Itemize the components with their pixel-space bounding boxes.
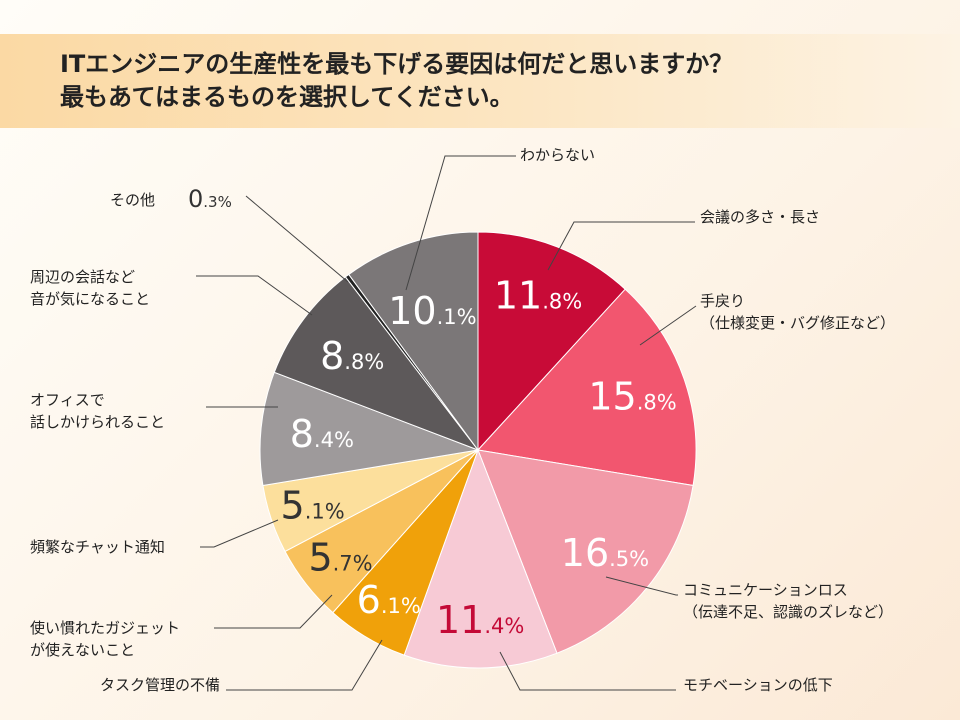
pie-slice: [348, 231, 479, 452]
value-label: 10.1%: [388, 289, 476, 333]
leader-line: [405, 155, 516, 291]
category-label: 会議の多さ・長さ: [700, 208, 820, 226]
leader-line: [605, 576, 678, 596]
pie-slice: [403, 448, 558, 669]
value-label: 11.4%: [436, 598, 524, 642]
category-label: オフィスで話しかけられること: [30, 391, 165, 431]
page-title: ITエンジニアの生産性を最も下げる要因は何だと思いますか？ 最もあてはまるものを…: [60, 48, 733, 114]
leader-line: [214, 594, 333, 629]
category-label: その他: [110, 191, 155, 209]
category-label: 手戻り（仕様変更・バグ修正など）: [700, 292, 895, 332]
title-banner: [0, 34, 960, 128]
category-label: 使い慣れたガジェットが使えないこと: [30, 619, 180, 659]
value-label: 5.1%: [281, 483, 345, 527]
category-label: 周辺の会話など音が気になること: [30, 268, 150, 308]
category-label: タスク管理の不備: [100, 676, 220, 694]
value-label: 6.1%: [357, 578, 421, 622]
leader-line: [226, 639, 383, 691]
pie-slice: [259, 371, 480, 487]
value-label: 8.4%: [290, 412, 354, 456]
pie-slice: [477, 231, 626, 452]
category-label: モチベーションの低下: [683, 676, 833, 694]
leader-line: [245, 195, 349, 283]
title-line-1: ITエンジニアの生産性を最も下げる要因は何だと思いますか？: [60, 50, 734, 78]
category-label: コミュニケーションロス（伝達不足、認識のズレなど）: [683, 581, 893, 621]
value-label: 15.8%: [588, 375, 676, 419]
leader-line: [499, 651, 676, 691]
pie-slice: [477, 288, 697, 487]
value-label: 11.8%: [494, 274, 582, 318]
value-label: 8.8%: [320, 334, 384, 378]
value-label: 16.5%: [561, 531, 649, 575]
leader-line: [200, 519, 279, 548]
leader-line: [639, 305, 697, 346]
leader-line: [547, 221, 695, 271]
pie-slice: [273, 276, 480, 452]
leader-line: [196, 275, 313, 316]
title-line-2: 最もあてはまるものを選択してください。: [60, 83, 514, 111]
category-label: わからない: [520, 146, 595, 164]
value-label: 0.3%: [188, 185, 232, 213]
value-label: 5.7%: [308, 535, 372, 579]
category-label: 頻繁なチャット通知: [30, 538, 165, 556]
